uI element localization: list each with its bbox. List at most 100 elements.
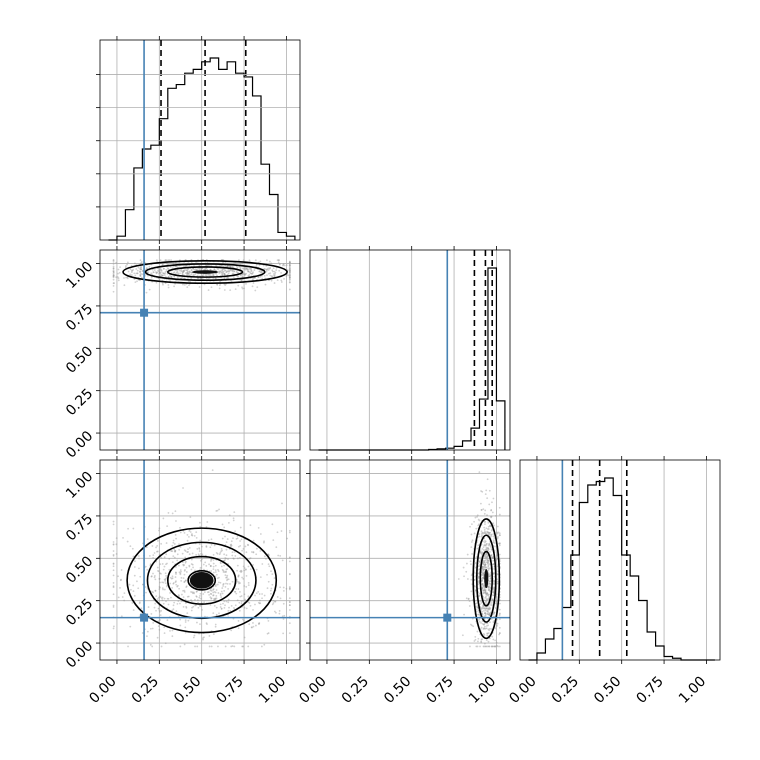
scatter-point	[268, 260, 271, 263]
scatter-point	[191, 533, 193, 535]
scatter-point	[491, 597, 493, 600]
scatter-point	[157, 607, 160, 610]
scatter-point	[266, 587, 269, 590]
scatter-point	[152, 621, 155, 624]
scatter-point	[273, 282, 276, 284]
scatter-point	[237, 575, 240, 578]
scatter-point	[132, 609, 135, 611]
scatter-point	[479, 627, 482, 630]
scatter-point	[163, 272, 166, 275]
density-contour	[126, 527, 278, 634]
scatter-point	[486, 528, 489, 530]
scatter-point	[193, 534, 196, 537]
scatter-point	[483, 565, 486, 568]
scatter-point	[169, 265, 172, 268]
scatter-point	[225, 541, 228, 544]
scatter-point	[239, 591, 241, 593]
scatter-point	[250, 272, 253, 275]
scatter-point	[220, 596, 223, 598]
scatter-point	[480, 552, 483, 555]
scatter-point	[271, 275, 274, 278]
scatter-point	[487, 607, 490, 610]
scatter-point	[190, 273, 193, 276]
scatter-point	[482, 605, 485, 608]
scatter-point	[288, 531, 291, 534]
scatter-point	[480, 601, 483, 604]
scatter-point	[178, 269, 181, 272]
scatter-point	[232, 272, 235, 275]
scatter-point	[244, 267, 247, 270]
scatter-point	[483, 599, 486, 602]
scatter-point	[474, 638, 477, 641]
scatter-point	[200, 267, 203, 270]
scatter-point	[488, 575, 491, 578]
scatter-point	[498, 544, 501, 547]
scatter-point	[241, 576, 244, 579]
scatter-point	[484, 589, 486, 592]
scatter-point	[207, 591, 210, 593]
scatter-point	[227, 264, 229, 267]
scatter-point	[493, 645, 495, 648]
scatter-point	[480, 622, 482, 624]
scatter-point	[220, 608, 223, 610]
scatter-point	[487, 585, 490, 588]
scatter-point	[194, 645, 196, 648]
y-tick-label: 0.50	[63, 553, 96, 586]
scatter-point	[475, 610, 478, 613]
scatter-point	[483, 589, 486, 592]
scatter-point	[212, 562, 215, 565]
scatter-point	[482, 531, 484, 534]
scatter-point	[184, 568, 186, 571]
scatter-point	[493, 611, 495, 614]
scatter-point	[469, 560, 472, 563]
scatter-point	[268, 267, 271, 270]
scatter-point	[218, 287, 221, 290]
scatter-point	[164, 642, 167, 645]
scatter-point	[228, 606, 230, 609]
scatter-point	[181, 272, 184, 275]
scatter-point	[225, 600, 228, 603]
scatter-point	[201, 553, 204, 556]
scatter-point	[190, 534, 193, 537]
scatter-point	[241, 262, 244, 265]
scatter-point	[232, 266, 235, 269]
scatter-point	[112, 641, 115, 644]
scatter-point	[112, 274, 115, 277]
scatter-point	[480, 640, 483, 643]
scatter-point	[159, 563, 162, 566]
scatter-point	[492, 613, 495, 616]
scatter-point	[190, 563, 193, 565]
scatter-point	[488, 567, 491, 570]
scatter-point	[288, 264, 291, 266]
scatter-point	[218, 508, 220, 511]
scatter-point	[477, 524, 480, 527]
scatter-point	[498, 614, 501, 617]
scatter-point	[168, 259, 171, 262]
scatter-point	[489, 531, 491, 534]
scatter-point	[229, 583, 231, 585]
scatter-point	[482, 532, 485, 535]
scatter-point	[492, 581, 495, 583]
scatter-point	[170, 550, 173, 553]
scatter-point	[498, 599, 501, 602]
scatter-point	[259, 533, 262, 535]
scatter-point	[113, 625, 115, 628]
scatter-point	[167, 284, 170, 286]
scatter-point	[112, 543, 115, 546]
scatter-point	[487, 607, 490, 610]
scatter-point	[221, 264, 223, 267]
scatter-point	[272, 602, 275, 604]
scatter-point	[498, 645, 501, 648]
scatter-point	[162, 272, 164, 274]
scatter-point	[257, 527, 260, 529]
scatter-point	[482, 569, 485, 571]
scatter-point	[146, 271, 148, 273]
scatter-point	[479, 502, 482, 505]
scatter-point	[485, 645, 487, 648]
scatter-point	[171, 586, 174, 589]
scatter-point	[268, 565, 271, 568]
scatter-point	[125, 265, 127, 267]
scatter-point	[288, 270, 291, 273]
scatter-point	[270, 587, 273, 590]
scatter-point	[481, 587, 484, 590]
